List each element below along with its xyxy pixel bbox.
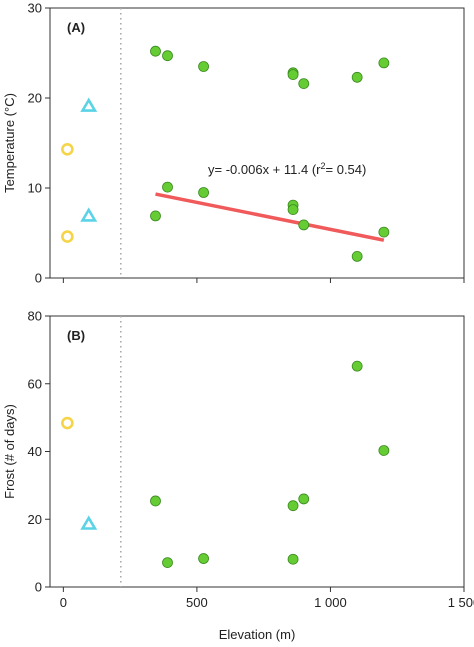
data-point-b [162, 557, 173, 569]
x-tick-label-b: 1 000 [314, 595, 347, 610]
data-point-a [80, 97, 98, 112]
data-point-b [80, 515, 98, 530]
y-tick-label-b: 20 [28, 512, 42, 527]
data-point-a [378, 57, 390, 69]
data-point-a [298, 219, 310, 231]
panel-label-b: (B) [67, 328, 85, 343]
plot-frame-a [49, 7, 465, 279]
y-tick-label-b: 80 [28, 309, 42, 324]
y-axis-label-b: Frost (# of days) [2, 404, 17, 499]
y-axis-label-a: Temperature (°C) [2, 93, 17, 193]
data-point-a [61, 143, 74, 156]
data-point-b [150, 495, 161, 507]
y-tick-label-a: 20 [28, 91, 42, 106]
y-tick-label-b: 40 [28, 444, 42, 459]
data-point-b [287, 553, 299, 565]
data-point-a [287, 204, 299, 216]
y-tick-label-b: 60 [28, 376, 42, 391]
y-tick-label-a: 10 [28, 181, 42, 196]
data-point-a [80, 207, 98, 222]
y-tick-label-b: 0 [35, 580, 42, 595]
panel-label-a: (A) [67, 20, 85, 35]
data-point-a [162, 50, 173, 62]
data-point-a [162, 181, 173, 193]
data-point-a [198, 187, 209, 198]
plot-frame-b [49, 315, 465, 588]
data-point-b [378, 445, 390, 456]
data-point-a [378, 226, 390, 238]
data-point-a [287, 69, 299, 80]
panel-a: 0 10 20 30 Temperature (°C) (A) y= -0.006x + 1… [2, 1, 465, 286]
data-point-b [351, 360, 363, 372]
regression-equation: y= -0.006x + 11.4 (r2= 0.54) [208, 161, 366, 177]
regression-line [155, 192, 385, 242]
y-tick-label-a: 30 [28, 1, 42, 16]
data-point-b [61, 416, 74, 430]
data-point-b [287, 500, 299, 512]
x-tick-label-b: 500 [186, 595, 208, 610]
data-point-a [61, 230, 74, 243]
data-point-a [198, 61, 209, 72]
data-point-b [298, 493, 310, 505]
data-point-a [351, 71, 363, 83]
x-tick-label-b: 0 [60, 595, 67, 610]
x-axis-label: Elevation (m) [219, 627, 296, 642]
data-point-a [351, 250, 363, 262]
data-point-a [150, 45, 161, 57]
y-tick-label-a: 0 [35, 271, 42, 286]
data-point-a [150, 210, 161, 222]
panel-b: 0 20 40 60 80 0 500 1 000 1 500 Frost (# of days)… [2, 309, 474, 643]
data-point-a [298, 78, 310, 89]
x-tick-label-b: 1 500 [448, 595, 474, 610]
data-point-b [198, 553, 209, 564]
